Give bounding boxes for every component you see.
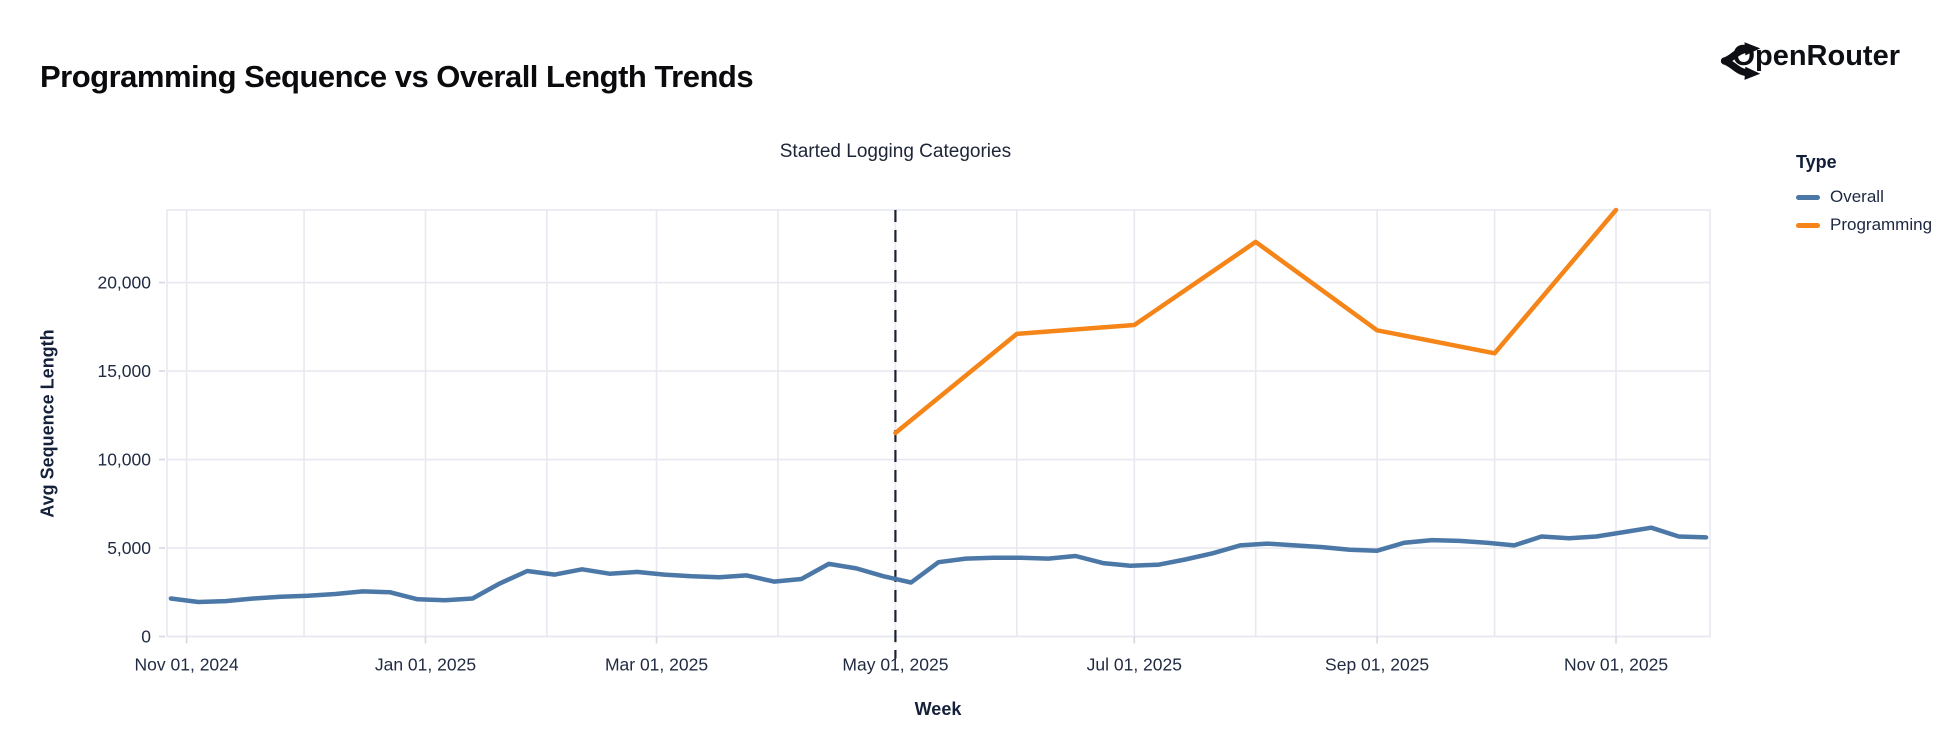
svg-text:Nov 01, 2025: Nov 01, 2025 <box>1564 655 1668 675</box>
legend-item-programming: Programming <box>1796 215 1932 235</box>
svg-text:10,000: 10,000 <box>97 450 151 470</box>
svg-text:Jan 01, 2025: Jan 01, 2025 <box>375 655 476 675</box>
legend-item-overall: Overall <box>1796 187 1932 207</box>
svg-text:15,000: 15,000 <box>97 361 151 381</box>
gridlines <box>166 209 1711 638</box>
legend: Type Overall Programming <box>1796 152 1932 243</box>
y-tick-labels: 0 5,000 10,000 15,000 20,000 <box>97 273 151 647</box>
svg-text:0: 0 <box>141 627 151 647</box>
legend-label-overall: Overall <box>1830 187 1884 206</box>
openrouter-logo-text: OpenRouter <box>1732 40 1900 72</box>
y-axis-title: Avg Sequence Length <box>37 329 58 518</box>
svg-text:Nov 01, 2024: Nov 01, 2024 <box>135 655 239 675</box>
page-title: Programming Sequence vs Overall Length T… <box>40 58 754 94</box>
legend-title: Type <box>1796 152 1837 172</box>
openrouter-logo: OpenRouter <box>1720 40 1900 80</box>
programming-line-swatch <box>1796 222 1820 228</box>
svg-text:Sep 01, 2025: Sep 01, 2025 <box>1325 655 1429 675</box>
annotation-started-logging-categories: Started Logging Categories <box>779 141 1012 162</box>
overall-line-swatch <box>1796 194 1820 200</box>
svg-text:Mar 01, 2025: Mar 01, 2025 <box>605 655 708 675</box>
legend-label-programming: Programming <box>1830 215 1933 234</box>
svg-text:May 01, 2025: May 01, 2025 <box>842 655 948 675</box>
axis-ticks <box>159 281 1617 644</box>
overall-line <box>168 525 1709 605</box>
x-axis-title: Week <box>914 699 962 719</box>
programming-line <box>893 207 1619 436</box>
svg-text:5,000: 5,000 <box>107 538 151 558</box>
svg-text:Jul 01, 2025: Jul 01, 2025 <box>1087 655 1182 675</box>
x-tick-labels: Nov 01, 2024 Jan 01, 2025 Mar 01, 2025 May … <box>135 655 1669 675</box>
svg-text:20,000: 20,000 <box>97 273 151 293</box>
